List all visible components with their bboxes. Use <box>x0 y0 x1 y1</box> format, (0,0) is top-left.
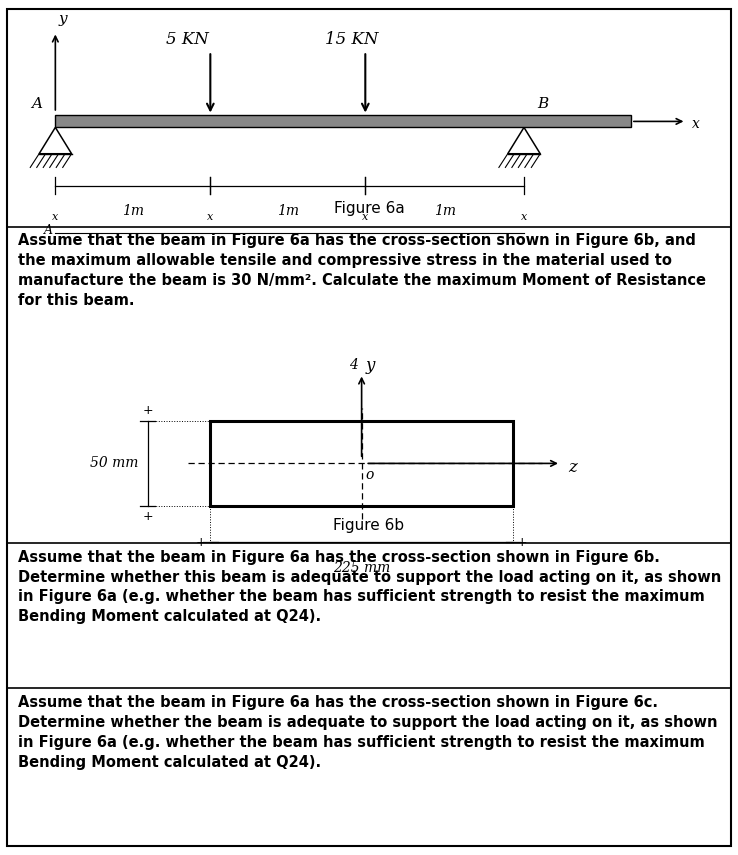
Text: 1m: 1m <box>434 204 455 218</box>
Text: x: x <box>692 117 700 132</box>
Text: 1m: 1m <box>122 204 144 218</box>
Text: 225 mm: 225 mm <box>333 561 390 575</box>
Text: 50 mm: 50 mm <box>90 457 139 470</box>
Text: Assume that the beam in Figure 6a has the cross-section shown in Figure 6b.
Dete: Assume that the beam in Figure 6a has th… <box>18 550 722 624</box>
Text: x: x <box>207 212 213 221</box>
Text: +: + <box>196 535 207 549</box>
Text: o: o <box>365 468 373 482</box>
Text: x: x <box>362 212 368 221</box>
Text: +: + <box>517 535 527 549</box>
Text: 15 KN: 15 KN <box>325 32 378 49</box>
Text: +: + <box>142 404 153 417</box>
Text: y: y <box>365 357 375 374</box>
Text: B: B <box>537 97 548 111</box>
Text: A: A <box>44 224 52 238</box>
Bar <box>210 421 513 506</box>
Text: 1m: 1m <box>277 204 299 218</box>
Text: 4: 4 <box>349 358 358 372</box>
Text: +: + <box>142 510 153 522</box>
Text: x: x <box>52 212 58 221</box>
Text: x: x <box>521 212 527 221</box>
Text: Assume that the beam in Figure 6a has the cross-section shown in Figure 6c.
Dete: Assume that the beam in Figure 6a has th… <box>18 695 718 770</box>
Text: Assume that the beam in Figure 6a has the cross-section shown in Figure 6b, and
: Assume that the beam in Figure 6a has th… <box>18 233 706 308</box>
Text: 5 KN: 5 KN <box>166 32 209 49</box>
Text: y: y <box>59 12 68 27</box>
Text: Figure 6a: Figure 6a <box>334 201 404 216</box>
Text: z: z <box>568 459 577 476</box>
Bar <box>55 115 631 127</box>
Text: A: A <box>32 97 42 111</box>
Text: Figure 6b: Figure 6b <box>334 517 404 533</box>
